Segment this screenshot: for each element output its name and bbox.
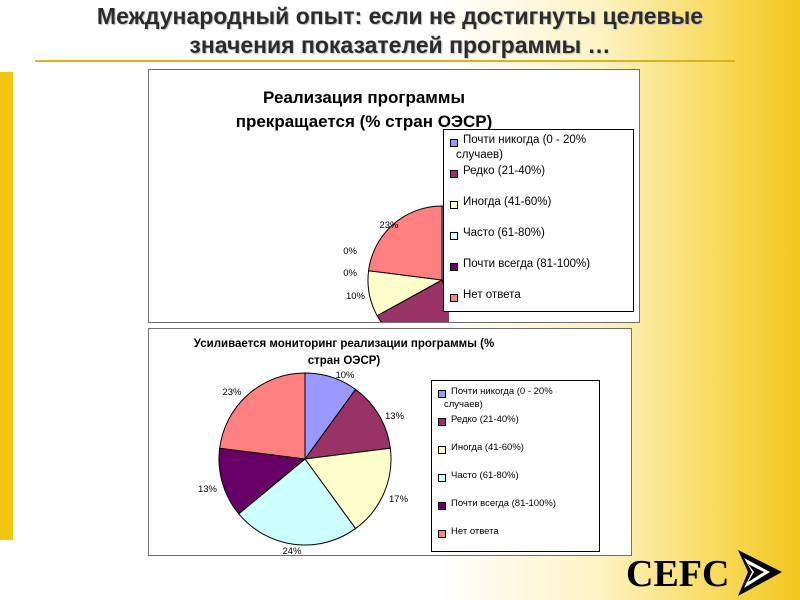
chart-1-legend-label-4-1: Часто (61-80%)	[463, 227, 545, 239]
chart-2-slice-5	[218, 447, 307, 515]
chart-1-slice-2	[376, 279, 449, 322]
chart-1-data-label-3: 10%	[346, 291, 366, 302]
slide-title: Международный опыт: если не достигнуты ц…	[20, 2, 780, 60]
chart-1-data-label-6: 23%	[379, 220, 399, 231]
chart-2-legend-item-1: Почти никогда (0 - 20% случаев)	[438, 386, 596, 414]
chart-2-legend-swatch-6	[438, 530, 446, 538]
chart-2-legend-item-6: Нет ответа	[438, 526, 596, 554]
chart-1-slice-6	[368, 205, 443, 281]
chart-2-legend-label-4-1: Часто (61-80%)	[451, 470, 519, 481]
chart-2-data-label-2: 13%	[385, 411, 405, 422]
chart-1-legend-label-5-1: Почти всегда (81-100%)	[463, 258, 591, 270]
chart-2-legend-label-1-1: Почти никогда (0 - 20%	[451, 386, 553, 397]
chart-1-title-line-1: Реализация программы	[263, 88, 465, 107]
chart-2-legend-label-6-1: Нет ответа	[451, 526, 499, 537]
chart-1-legend-item-1: Почти никогда (0 - 20% случаев)	[450, 134, 630, 165]
chart-1-legend-item-3: Иногда (41-60%)	[450, 196, 630, 227]
chart-1-legend-item-6: Нет ответа	[450, 289, 630, 320]
chart-2-legend-item-3: Иногда (41-60%)	[438, 442, 596, 470]
slide-title-line-1: Международный опыт: если не достигнуты ц…	[96, 3, 704, 29]
chart-2-data-label-1: 10%	[335, 370, 355, 381]
chart-2-data-label-4: 24%	[282, 546, 302, 555]
chart-2-legend-item-2: Редко (21-40%)	[438, 414, 596, 442]
chart-1-legend-label-1-1: Почти никогда (0 - 20%	[463, 134, 587, 146]
chart-2-slice-2	[303, 388, 391, 460]
title-underline	[35, 60, 735, 62]
chart-2-legend-item-5: Почти всегда (81-100%)	[438, 498, 596, 526]
chart-1-legend: Почти никогда (0 - 20% случаев) Редко (21-…	[443, 129, 634, 312]
accent-bar	[0, 72, 13, 540]
chart-1-legend-swatch-1	[450, 139, 458, 147]
chart-1-legend-swatch-3	[450, 201, 458, 209]
chart-1-legend-item-4: Часто (61-80%)	[450, 227, 630, 258]
chart-2-slice-4	[238, 458, 357, 546]
chart-2-pie: 10% 13% 17% 24% 13% 23%	[198, 370, 409, 555]
chart-2-title: Усиливается мониторинг реализации програ…	[149, 336, 539, 370]
chart-1-legend-swatch-2	[450, 170, 458, 178]
chart-2-legend-item-4: Часто (61-80%)	[438, 470, 596, 498]
chart-1-title-line-2: прекращается (% стран ОЭСР)	[235, 112, 493, 131]
slide-title-line-2: значения показателей программы …	[189, 32, 611, 58]
chart-1-data-label-4: 0%	[343, 246, 357, 257]
chart-2-title-line-2: стран ОЭСР)	[307, 355, 381, 367]
chart-1-legend-item-5: Почти всегда (81-100%)	[450, 258, 630, 289]
chart-1-legend-label-1-2: случаев)	[456, 149, 503, 161]
chart-2-legend-swatch-3	[438, 446, 446, 454]
chart-2-legend-swatch-4	[438, 474, 446, 482]
chart-2-legend-label-3-1: Иногда (41-60%)	[451, 442, 524, 453]
chart-1-legend-item-2: Редко (21-40%)	[450, 165, 630, 196]
chart-2-title-line-1: Усиливается мониторинг реализации програ…	[193, 338, 495, 350]
chart-2-legend-label-1-2: случаев)	[444, 399, 483, 410]
chart-1-legend-swatch-5	[450, 263, 458, 271]
chart-1-legend-label-6-1: Нет ответа	[463, 289, 521, 301]
arrow-logo-icon	[738, 550, 782, 596]
chart-1-title: Реализация программы прекращается (% стр…	[149, 86, 579, 134]
chart-2-data-label-5: 13%	[198, 484, 218, 495]
chart-2-frame: Усиливается мониторинг реализации програ…	[148, 328, 632, 556]
chart-2-slice-3	[304, 447, 392, 530]
chart-1-pie: 44%23%10%0%0%23%	[343, 205, 449, 322]
chart-2-data-label-6: 23%	[222, 387, 242, 398]
chart-2-legend-swatch-2	[438, 418, 446, 426]
chart-1-legend-swatch-4	[450, 232, 458, 240]
chart-1-legend-label-3-1: Иногда (41-60%)	[463, 196, 552, 208]
cefc-logo: CEFC	[626, 548, 786, 598]
chart-1-legend-swatch-6	[450, 294, 458, 302]
chart-2-slice-6	[219, 372, 306, 460]
chart-2-legend-label-5-1: Почти всегда (81-100%)	[451, 498, 556, 509]
chart-2-legend-swatch-1	[438, 390, 446, 398]
logo-text: CEFC	[626, 553, 730, 595]
chart-1-frame: Реализация программы прекращается (% стр…	[148, 69, 640, 323]
chart-2-legend-label-2-1: Редко (21-40%)	[451, 414, 519, 425]
chart-1-legend-label-2-1: Редко (21-40%)	[463, 165, 546, 177]
chart-2-legend: Почти никогда (0 - 20% случаев) Редко (21-…	[431, 380, 600, 552]
chart-2-legend-swatch-5	[438, 502, 446, 510]
chart-2-data-label-3: 17%	[389, 494, 409, 505]
chart-1-data-label-5: 0%	[343, 268, 357, 279]
